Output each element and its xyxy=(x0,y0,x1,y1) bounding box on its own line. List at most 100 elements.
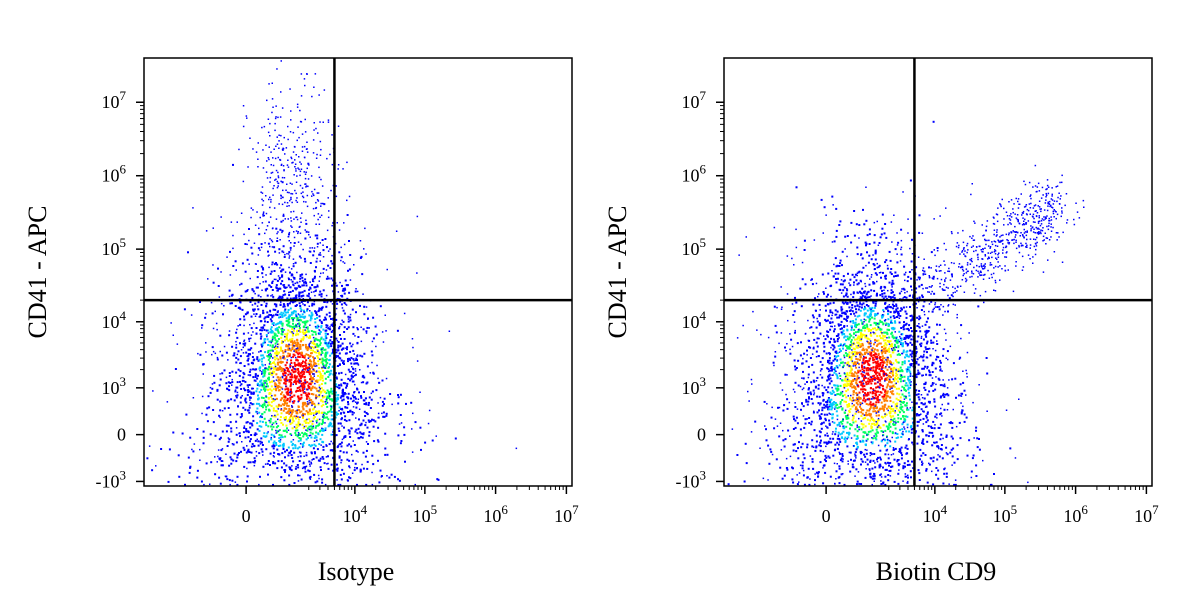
data-point xyxy=(291,444,294,447)
data-point xyxy=(308,355,311,358)
data-point xyxy=(293,348,296,351)
data-point xyxy=(304,173,307,175)
data-point xyxy=(213,381,216,384)
data-point xyxy=(324,316,327,319)
data-point xyxy=(895,372,898,375)
data-point xyxy=(316,257,318,260)
y-tick-label: 105 xyxy=(102,235,127,259)
data-point xyxy=(302,284,305,287)
data-point xyxy=(235,331,238,334)
data-point xyxy=(870,425,873,428)
data-point xyxy=(272,442,275,444)
data-point xyxy=(235,441,238,444)
data-point xyxy=(247,348,250,351)
data-point xyxy=(243,387,246,390)
data-point xyxy=(869,375,872,378)
data-point xyxy=(335,337,338,340)
data-point xyxy=(330,433,333,436)
data-point xyxy=(210,301,213,304)
data-point xyxy=(287,329,290,332)
data-point xyxy=(322,202,324,205)
data-point xyxy=(454,437,457,440)
data-point xyxy=(276,385,279,388)
data-point xyxy=(906,384,909,387)
data-point xyxy=(940,412,943,415)
data-point xyxy=(307,392,310,395)
data-point xyxy=(905,444,908,447)
data-point xyxy=(210,461,213,464)
data-point xyxy=(280,347,283,350)
data-point xyxy=(297,371,300,374)
data-point xyxy=(181,432,184,435)
data-point xyxy=(298,136,300,139)
data-point xyxy=(282,268,285,271)
data-point xyxy=(248,239,250,242)
data-point xyxy=(292,353,295,356)
data-point xyxy=(287,419,290,422)
data-point xyxy=(261,371,264,374)
data-point xyxy=(227,388,229,391)
data-point xyxy=(266,338,269,341)
data-point xyxy=(248,370,251,373)
data-point xyxy=(841,399,844,401)
data-point xyxy=(275,405,278,408)
data-point xyxy=(273,380,275,382)
data-point xyxy=(343,326,346,329)
data-point xyxy=(772,361,775,364)
data-point xyxy=(311,365,314,368)
data-point xyxy=(214,310,216,313)
data-point xyxy=(261,329,263,332)
data-point xyxy=(242,180,245,183)
data-point xyxy=(859,302,862,305)
data-point xyxy=(275,105,277,107)
data-point xyxy=(400,422,403,424)
data-point xyxy=(283,378,286,381)
data-point xyxy=(245,401,248,404)
data-point xyxy=(318,371,321,374)
data-point xyxy=(904,337,907,340)
data-point xyxy=(348,465,351,468)
data-point xyxy=(930,457,933,460)
data-point xyxy=(275,305,278,308)
data-point xyxy=(172,431,175,434)
data-point xyxy=(968,439,971,442)
data-point xyxy=(338,327,341,330)
data-point xyxy=(259,315,262,318)
data-point xyxy=(295,230,298,232)
data-point xyxy=(344,382,347,385)
data-point xyxy=(268,378,270,381)
data-point xyxy=(256,412,259,415)
data-point xyxy=(311,190,313,193)
data-point xyxy=(243,344,246,347)
data-point xyxy=(205,413,208,416)
data-point xyxy=(310,317,313,320)
data-point xyxy=(868,403,871,406)
data-point xyxy=(303,420,306,423)
data-point xyxy=(287,235,290,238)
data-point xyxy=(325,318,327,321)
data-point xyxy=(302,433,305,436)
data-point xyxy=(280,370,283,373)
data-point xyxy=(270,355,272,357)
data-point xyxy=(234,260,237,263)
data-point xyxy=(317,474,320,477)
data-point xyxy=(904,404,907,407)
data-point xyxy=(310,291,313,293)
data-point xyxy=(301,352,303,355)
data-point xyxy=(288,354,291,357)
data-point xyxy=(864,307,867,310)
data-point xyxy=(327,462,329,465)
data-point xyxy=(926,340,929,343)
data-point xyxy=(303,461,305,464)
data-point xyxy=(894,248,897,251)
data-point xyxy=(306,167,308,170)
data-point xyxy=(316,316,319,319)
data-point xyxy=(342,320,345,323)
data-point xyxy=(267,351,270,354)
data-point xyxy=(355,359,357,361)
data-point xyxy=(350,356,353,359)
data-point xyxy=(345,347,347,349)
data-point xyxy=(257,440,260,443)
data-point xyxy=(281,322,284,325)
data-point xyxy=(308,344,310,347)
